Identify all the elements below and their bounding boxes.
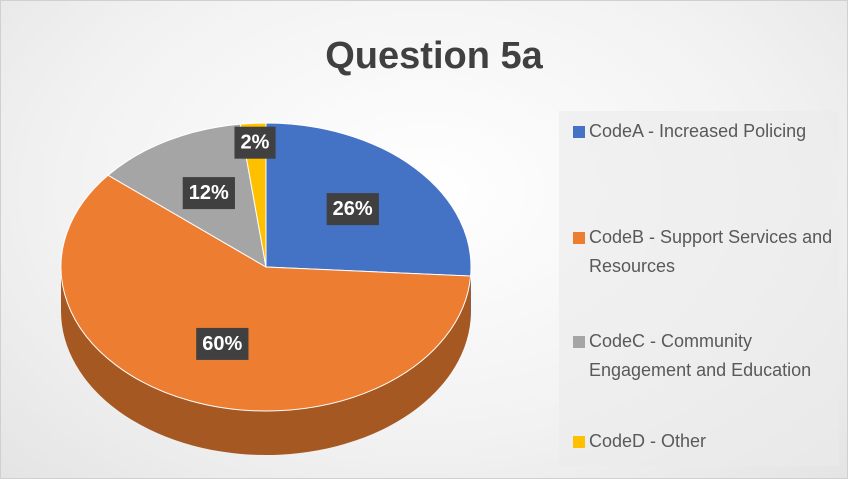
data-label-box bbox=[196, 327, 249, 360]
legend-label: CodeD - Other bbox=[589, 431, 707, 451]
data-label: 60% bbox=[202, 333, 242, 355]
legend-swatch bbox=[573, 436, 585, 448]
legend-swatch bbox=[573, 126, 585, 138]
data-label-box bbox=[234, 126, 276, 159]
legend-swatch bbox=[573, 336, 585, 348]
slice-side bbox=[61, 267, 471, 456]
data-label-box bbox=[326, 193, 379, 226]
data-label: 12% bbox=[189, 182, 229, 204]
chart-title: Question 5a bbox=[325, 35, 543, 77]
legend-label: CodeB - Support Services and Resources bbox=[589, 227, 833, 276]
legend-label: CodeC - Community Engagement and Educati… bbox=[589, 331, 812, 380]
legend: CodeA - Increased Policing CodeB - Suppor… bbox=[559, 111, 839, 466]
data-label-box bbox=[182, 177, 235, 210]
legend-swatch bbox=[573, 232, 585, 244]
legend-item: CodeD - Other bbox=[573, 427, 847, 456]
data-label: 2% bbox=[240, 132, 269, 154]
data-label: 26% bbox=[333, 198, 373, 220]
slice bbox=[239, 122, 267, 268]
legend-item: CodeB - Support Services and Resources bbox=[573, 223, 847, 281]
legend-item: CodeA - Increased Policing bbox=[573, 117, 847, 146]
legend-item: CodeC - Community Engagement and Educati… bbox=[573, 327, 847, 385]
legend-label: CodeA - Increased Policing bbox=[589, 121, 807, 141]
slice bbox=[60, 174, 472, 412]
